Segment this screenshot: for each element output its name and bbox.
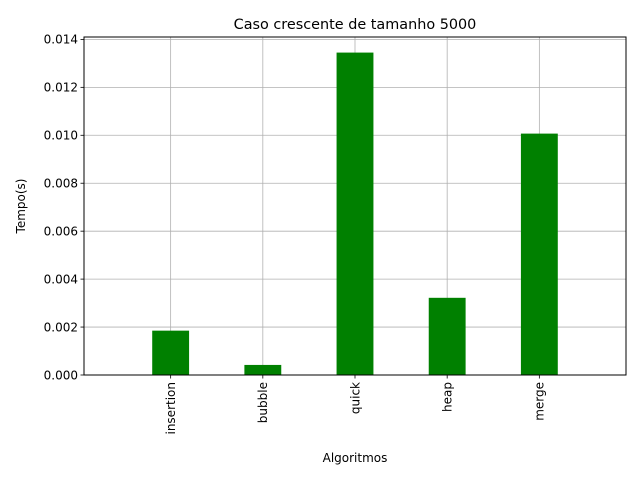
y-axis-label: Tempo(s) bbox=[14, 179, 28, 235]
x-tick-label: merge bbox=[533, 382, 547, 421]
y-tick-label: 0.002 bbox=[44, 320, 78, 334]
x-tick-label: quick bbox=[348, 382, 362, 414]
bar-bubble bbox=[244, 364, 282, 375]
bars bbox=[152, 52, 558, 375]
y-tick-label: 0.004 bbox=[44, 272, 78, 286]
bar-heap bbox=[428, 297, 466, 375]
y-tick-label: 0.012 bbox=[44, 81, 78, 95]
y-tick-label: 0.008 bbox=[44, 177, 78, 191]
bar-quick bbox=[336, 52, 374, 375]
y-tick-label: 0.000 bbox=[44, 368, 78, 382]
x-tick-label: heap bbox=[440, 382, 454, 412]
x-axis-ticks: insertion bubble quick heap merge bbox=[164, 375, 547, 435]
y-tick-label: 0.014 bbox=[44, 33, 78, 47]
y-tick-label: 0.006 bbox=[44, 224, 78, 238]
y-axis-ticks: 0.000 0.002 0.004 0.006 0.008 0.010 0.012 0.014 bbox=[44, 33, 84, 382]
y-tick-label: 0.010 bbox=[44, 129, 78, 143]
x-tick-label: insertion bbox=[164, 382, 178, 435]
x-axis-label: Algoritmos bbox=[323, 451, 388, 465]
bar-insertion bbox=[152, 330, 190, 375]
x-tick-label: bubble bbox=[256, 382, 270, 423]
chart-title: Caso crescente de tamanho 5000 bbox=[234, 17, 477, 33]
bar-merge bbox=[520, 133, 558, 375]
